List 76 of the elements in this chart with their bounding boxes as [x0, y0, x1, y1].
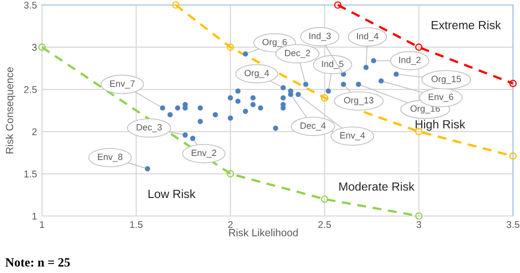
point [242, 51, 248, 57]
x-tick-label: 1.5 [130, 221, 143, 228]
annotation: Dec_3 [136, 124, 162, 132]
point [320, 195, 328, 203]
annotation: Dec_2 [285, 50, 310, 58]
y-tick-label: 3 [32, 44, 37, 51]
point [168, 112, 173, 118]
annotation: Env_2 [192, 150, 216, 158]
point [228, 116, 233, 121]
point [182, 132, 188, 138]
point [415, 44, 422, 51]
x-tick-label: 2.5 [318, 221, 331, 228]
y-tick-label: 3.5 [24, 2, 37, 9]
point [258, 105, 264, 111]
point [378, 78, 384, 84]
point [250, 102, 256, 108]
point [509, 80, 517, 88]
point [415, 212, 422, 220]
annotation: Dec_4 [300, 122, 326, 131]
annotation: Env_8 [98, 154, 122, 162]
annotation: Ind_4 [356, 32, 378, 42]
annotation: Low Risk [148, 189, 196, 198]
point [250, 95, 256, 100]
point [226, 44, 234, 51]
point [326, 88, 331, 94]
point [296, 92, 301, 98]
point [280, 95, 286, 100]
annotation: Extreme Risk [432, 20, 502, 30]
point [144, 166, 150, 172]
annotation: Env_6 [428, 94, 454, 102]
annotation: Org_6 [262, 38, 287, 48]
x-tick-label: 1 [40, 221, 44, 228]
point [356, 82, 362, 87]
x-tick-label: 3 [416, 221, 422, 228]
point [38, 44, 46, 51]
point [340, 82, 346, 87]
point [363, 64, 369, 70]
point [242, 108, 248, 114]
point [394, 72, 399, 77]
annotation: Ind_2 [399, 56, 421, 65]
y-tick-label: 1.5 [24, 170, 37, 178]
annotation: Ind_5 [322, 60, 344, 69]
point [212, 112, 218, 118]
point [280, 85, 286, 90]
annotation: Moderate Risk [339, 182, 414, 191]
annotation: Org_15 [432, 76, 461, 84]
point [160, 105, 166, 111]
x-tick-label: 2 [228, 221, 233, 228]
point [198, 118, 203, 124]
point [172, 1, 180, 9]
point [198, 105, 203, 111]
point [226, 170, 234, 178]
y-tick-label: 2.5 [24, 86, 37, 94]
y-tick-label: 1 [32, 212, 37, 220]
annotation: Env_7 [110, 80, 135, 88]
y-axis-title: Risk Consequence [6, 67, 16, 154]
y-tick-label: 2 [32, 128, 37, 136]
x-axis-title: Risk Likelihood [229, 228, 298, 236]
point [334, 1, 342, 9]
point [273, 126, 278, 131]
annotation: Org_4 [244, 70, 270, 78]
annotation: Org_13 [344, 97, 374, 106]
annotation: Env_4 [340, 132, 365, 140]
x-tick-label: 3.5 [506, 221, 520, 228]
point [235, 88, 241, 94]
point [175, 105, 180, 111]
point [228, 95, 233, 100]
point [370, 58, 376, 64]
point [303, 82, 308, 87]
annotation: High Risk [416, 120, 466, 131]
point [235, 98, 241, 104]
text: Note: n = 25 [5, 258, 70, 267]
annotation: Ind_3 [309, 32, 331, 41]
point [509, 152, 517, 160]
point [320, 94, 328, 102]
point [190, 136, 196, 141]
